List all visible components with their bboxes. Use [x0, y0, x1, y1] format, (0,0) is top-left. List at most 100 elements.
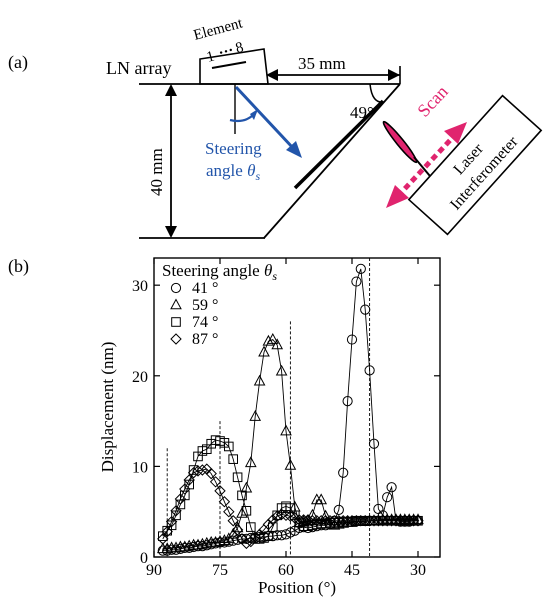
x-tick-label: 45	[344, 562, 360, 579]
legend-marker	[170, 333, 182, 345]
data-point	[360, 304, 371, 315]
x-tick-label: 75	[212, 562, 228, 579]
data-point	[165, 515, 178, 528]
data-point	[355, 515, 367, 527]
y-tick-label: 30	[132, 278, 148, 295]
data-point	[200, 536, 213, 548]
data-point	[368, 515, 380, 527]
angle-arc	[369, 83, 385, 103]
y-axis-ticks: 0 10 20 30	[132, 278, 440, 567]
data-point	[214, 485, 226, 497]
data-point	[372, 515, 385, 527]
data-point	[341, 515, 354, 527]
data-point	[302, 514, 314, 526]
x-axis-label: Position (°)	[258, 578, 336, 597]
data-point	[253, 374, 266, 386]
data-point	[333, 504, 344, 515]
laser-beam	[382, 120, 418, 164]
data-point	[306, 515, 319, 527]
scan-arrowhead-up	[444, 122, 467, 144]
width-arrow-right	[388, 69, 400, 81]
series-diamond	[157, 463, 424, 550]
data-point	[192, 538, 204, 550]
data-point	[244, 456, 257, 468]
data-point	[368, 438, 380, 449]
data-point	[240, 537, 253, 550]
scan-arrow-line	[396, 133, 457, 198]
legend-title: Steering angle θs	[162, 261, 277, 283]
data-point	[293, 514, 305, 526]
data-point	[315, 515, 327, 527]
data-point	[297, 514, 310, 526]
steering-label-1: Steering	[205, 139, 262, 158]
data-point	[355, 263, 366, 274]
data-point	[381, 515, 393, 527]
x-tick-label: 60	[278, 562, 294, 579]
data-point	[179, 483, 191, 495]
y-axis-label: Displacement (nm)	[98, 342, 117, 473]
data-point	[363, 515, 376, 527]
data-point	[223, 505, 235, 518]
data-point	[218, 534, 231, 545]
data-point	[196, 537, 209, 549]
data-point	[224, 441, 234, 452]
data-point	[394, 515, 407, 527]
data-point	[170, 505, 182, 517]
data-point	[333, 515, 345, 527]
y-tick-label: 10	[132, 459, 148, 476]
legend-entry: 41 °	[192, 280, 218, 297]
data-point	[385, 515, 398, 527]
panel-b: (b) 90 75 60 45 30 0 10 20 30 Position (°) Disp…	[8, 256, 441, 597]
data-point	[231, 524, 244, 536]
data-point	[359, 515, 371, 527]
data-point	[280, 529, 292, 540]
data-point	[174, 493, 187, 505]
legend-entry: 59 °	[192, 297, 218, 314]
data-point	[218, 496, 231, 508]
data-point	[258, 345, 270, 357]
data-point	[245, 535, 257, 548]
data-point	[266, 332, 279, 344]
data-point	[249, 531, 261, 543]
data-point	[390, 515, 402, 527]
steering-arc-head	[250, 109, 258, 120]
data-point	[311, 515, 323, 527]
data-point	[196, 464, 209, 476]
data-point	[157, 533, 169, 545]
scan-surface	[293, 99, 385, 190]
data-point	[271, 338, 284, 350]
data-point	[328, 515, 341, 527]
data-point	[183, 539, 196, 551]
data-point	[228, 454, 238, 464]
data-point	[236, 506, 248, 518]
element-start: 1	[205, 48, 216, 65]
angle-label: 49°	[350, 103, 374, 122]
data-point	[209, 476, 222, 488]
data-point	[275, 508, 288, 521]
data-point	[209, 535, 222, 547]
element-dots: ···	[217, 43, 236, 62]
data-point	[232, 472, 243, 483]
data-point	[319, 515, 332, 527]
data-point	[241, 505, 252, 516]
element-line	[211, 61, 247, 69]
data-point	[285, 527, 296, 538]
data-point	[267, 514, 279, 526]
data-point	[262, 518, 275, 531]
legend-marker	[170, 282, 182, 294]
panel-b-label: (b)	[8, 256, 29, 277]
data-point	[187, 467, 200, 479]
y-tick-label: 0	[140, 550, 148, 567]
data-point	[227, 515, 239, 527]
legend-marker	[171, 317, 181, 327]
legend-entry: 87 °	[192, 331, 218, 348]
data-point	[346, 515, 358, 527]
ln-array-label: LN array	[106, 58, 171, 78]
legend: 41 °59 °74 °87 °	[170, 280, 218, 348]
data-point	[382, 492, 393, 503]
data-point	[268, 522, 278, 532]
legend-entry: 74 °	[192, 314, 218, 331]
data-point	[386, 482, 397, 493]
scan-label: Scan	[413, 81, 451, 120]
